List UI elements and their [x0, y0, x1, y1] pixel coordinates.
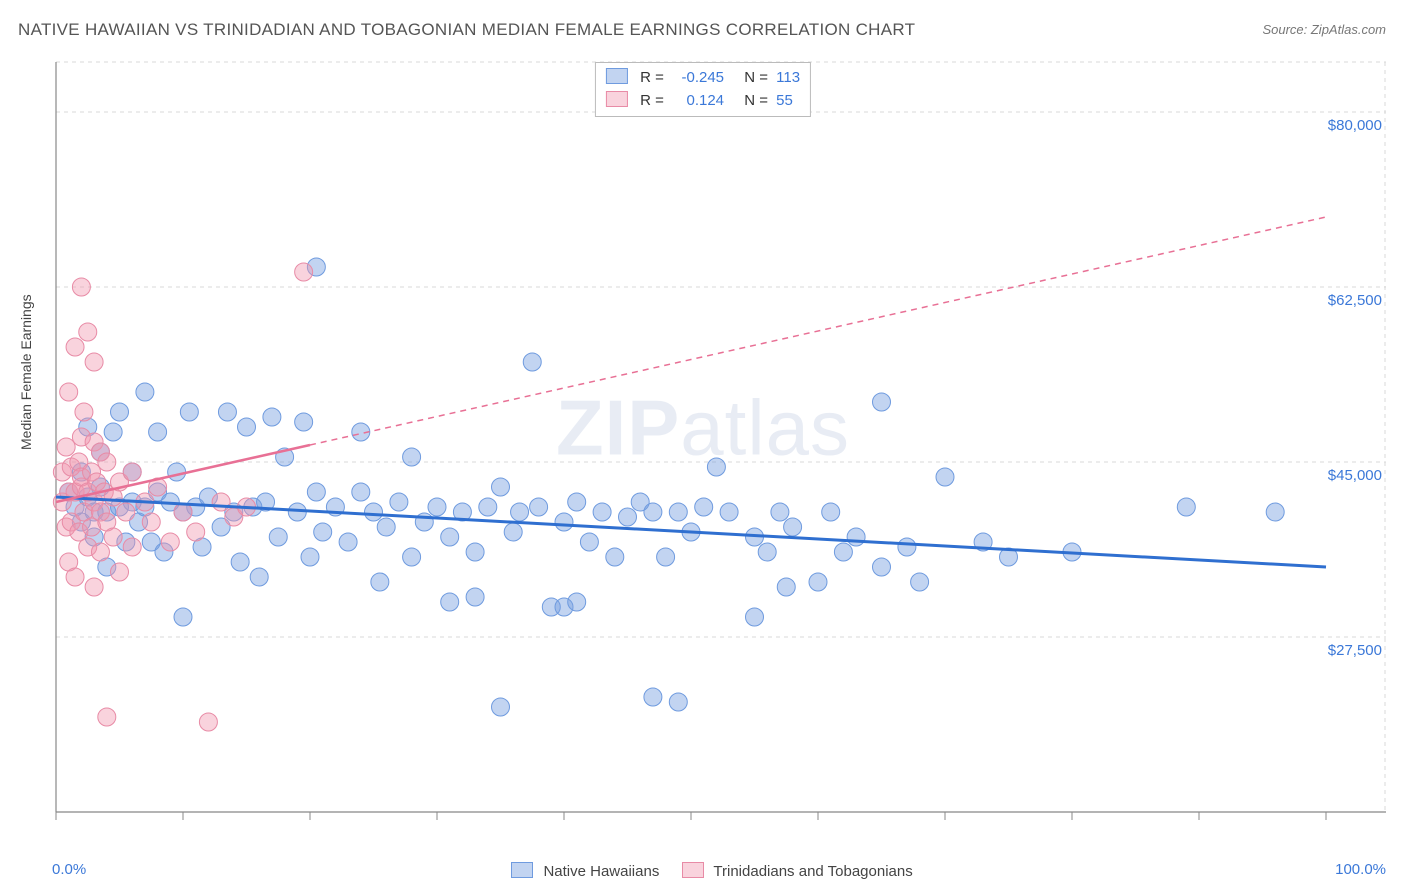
svg-text:$27,500: $27,500 — [1328, 642, 1382, 659]
swatch-pink — [606, 91, 628, 107]
legend-label-blue: Native Hawaiians — [543, 863, 659, 880]
swatch-pink-bottom — [682, 862, 704, 878]
r-value-blue: -0.245 — [672, 67, 724, 90]
chart-title: NATIVE HAWAIIAN VS TRINIDADIAN AND TOBAG… — [18, 20, 915, 40]
legend-label-pink: Trinidadians and Tobagonians — [713, 863, 912, 880]
svg-text:$62,500: $62,500 — [1328, 292, 1382, 309]
legend-row-pink: R = 0.124 N = 55 — [606, 90, 800, 113]
r-value-pink: 0.124 — [672, 90, 724, 113]
svg-text:$80,000: $80,000 — [1328, 117, 1382, 134]
scatter-chart: $27,500 $45,000 $62,500 $80,000 — [52, 58, 1386, 832]
chart-svg: $27,500 $45,000 $62,500 $80,000 — [52, 58, 1386, 832]
legend-row-blue: R = -0.245 N = 113 — [606, 67, 800, 90]
y-axis-label: Median Female Earnings — [18, 294, 34, 450]
series-legend: Native Hawaiians Trinidadians and Tobago… — [0, 862, 1406, 880]
r-label: R = — [640, 69, 664, 86]
source-attribution: Source: ZipAtlas.com — [1262, 22, 1386, 37]
n-label: N = — [744, 69, 768, 86]
n-value-pink: 55 — [776, 92, 793, 109]
correlation-legend: R = -0.245 N = 113 R = 0.124 N = 55 — [595, 62, 811, 117]
n-value-blue: 113 — [776, 69, 800, 86]
r-label: R = — [640, 92, 664, 109]
n-label: N = — [744, 92, 768, 109]
svg-text:$45,000: $45,000 — [1328, 467, 1382, 484]
swatch-blue-bottom — [511, 862, 533, 878]
swatch-blue — [606, 68, 628, 84]
